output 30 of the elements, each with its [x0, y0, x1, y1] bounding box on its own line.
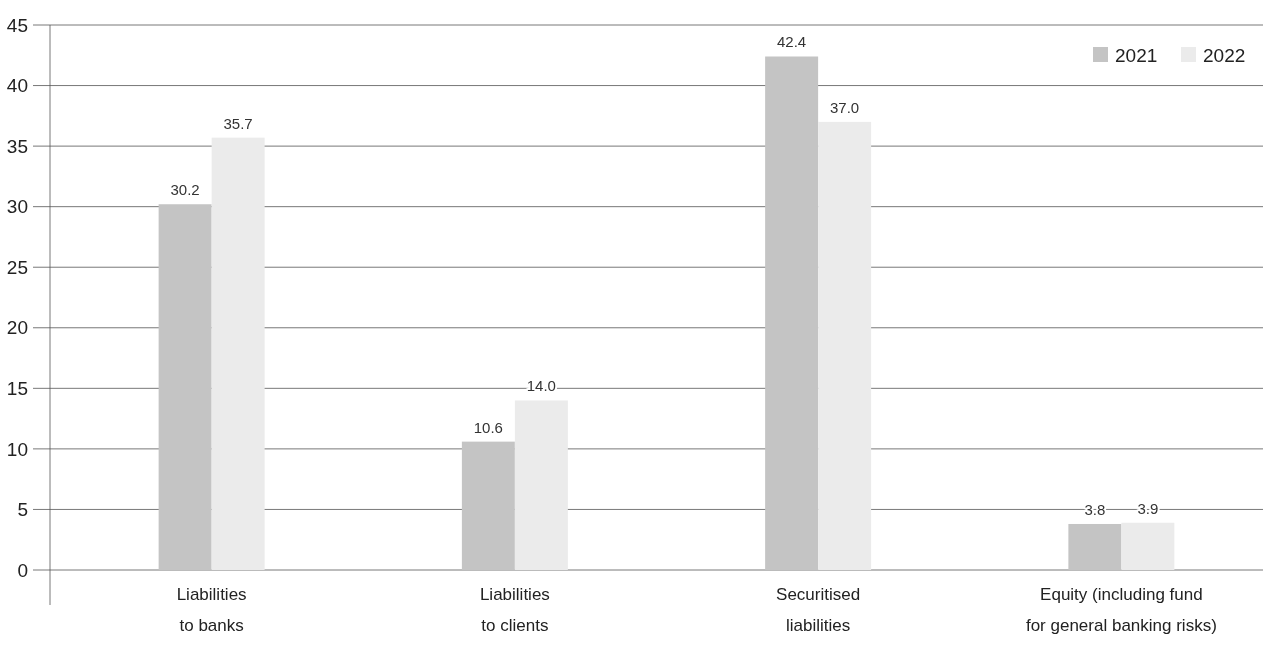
y-tick-label: 15	[6, 377, 28, 399]
data-label: 30.2	[170, 181, 200, 199]
y-tick-label: 10	[6, 438, 28, 460]
x-tick-label: Securitised liabilities	[776, 585, 861, 635]
bar	[211, 137, 265, 570]
y-tick-label: 40	[6, 75, 28, 97]
legend-label: 2022	[1203, 44, 1246, 66]
y-tick-label: 5	[17, 499, 28, 521]
y-tick-label: 20	[6, 317, 28, 339]
y-tick-label: 25	[6, 256, 28, 278]
x-tick-label: Liabilities to clients	[479, 585, 550, 635]
data-label: 35.7	[223, 114, 253, 132]
bar	[1068, 523, 1122, 570]
data-label: 14.0	[526, 377, 556, 395]
bar	[1121, 522, 1175, 570]
bar	[765, 56, 819, 570]
y-tick-label: 0	[17, 559, 28, 581]
data-label: 37.0	[830, 98, 860, 116]
y-tick-label: 35	[6, 135, 28, 157]
bar	[158, 204, 212, 570]
bar	[514, 400, 568, 570]
bar	[818, 121, 872, 570]
y-tick-label: 45	[6, 14, 28, 36]
x-tick-label: Equity (including fund for general banking risks)	[1025, 585, 1217, 635]
data-label: 42.4	[777, 33, 807, 51]
x-tick-label: Liabilities to banks	[176, 585, 247, 635]
y-tick-label: 30	[6, 196, 28, 218]
bar	[461, 441, 515, 570]
legend-label: 2021	[1115, 44, 1158, 66]
data-label: 10.6	[473, 418, 503, 436]
